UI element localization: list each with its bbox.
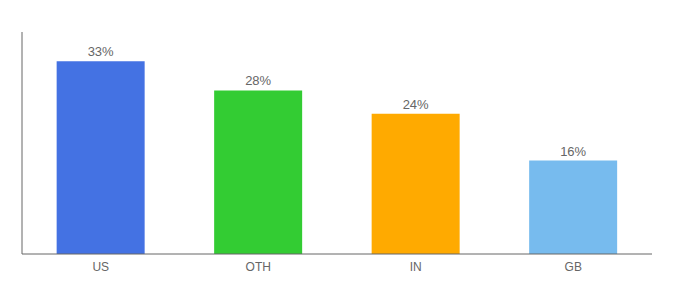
svg-text:US: US <box>92 260 109 274</box>
svg-text:28%: 28% <box>245 73 271 88</box>
svg-text:33%: 33% <box>88 44 114 59</box>
svg-text:GB: GB <box>565 260 582 274</box>
svg-text:24%: 24% <box>403 97 429 112</box>
svg-text:16%: 16% <box>560 144 586 159</box>
svg-text:IN: IN <box>410 260 422 274</box>
svg-text:OTH: OTH <box>246 260 271 274</box>
